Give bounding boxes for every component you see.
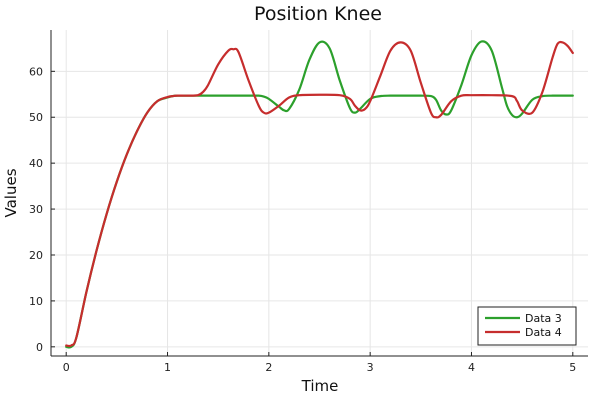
x-tick-label: 3 (367, 361, 374, 374)
legend-box (477, 306, 577, 346)
legend-label-1: Data 3 (525, 312, 562, 325)
x-tick-label: 0 (63, 361, 70, 374)
y-axis-label: Values (2, 168, 20, 217)
series-group (65, 40, 574, 349)
y-tick-label: 60 (29, 65, 43, 78)
x-tick-label: 5 (569, 361, 576, 374)
chart-title: Position Knee (254, 3, 382, 25)
y-ticks: 0 10 20 30 40 50 60 (29, 65, 55, 354)
y-tick-label: 30 (29, 203, 43, 216)
y-tick-label: 0 (36, 341, 43, 354)
series-line-2 (65, 40, 574, 348)
y-tick-label: 50 (29, 111, 43, 124)
y-tick-label: 20 (29, 249, 43, 262)
series-line-1 (65, 40, 574, 349)
y-tick-label: 10 (29, 295, 43, 308)
axes (50, 30, 588, 357)
y-tick-label: 40 (29, 157, 43, 170)
legend-label-2: Data 4 (525, 326, 562, 339)
x-tick-label: 2 (265, 361, 272, 374)
x-tick-label: 1 (164, 361, 171, 374)
x-tick-label: 4 (468, 361, 475, 374)
x-ticks: 0 1 2 3 4 5 (63, 352, 576, 374)
x-axis-label: Time (301, 377, 339, 395)
